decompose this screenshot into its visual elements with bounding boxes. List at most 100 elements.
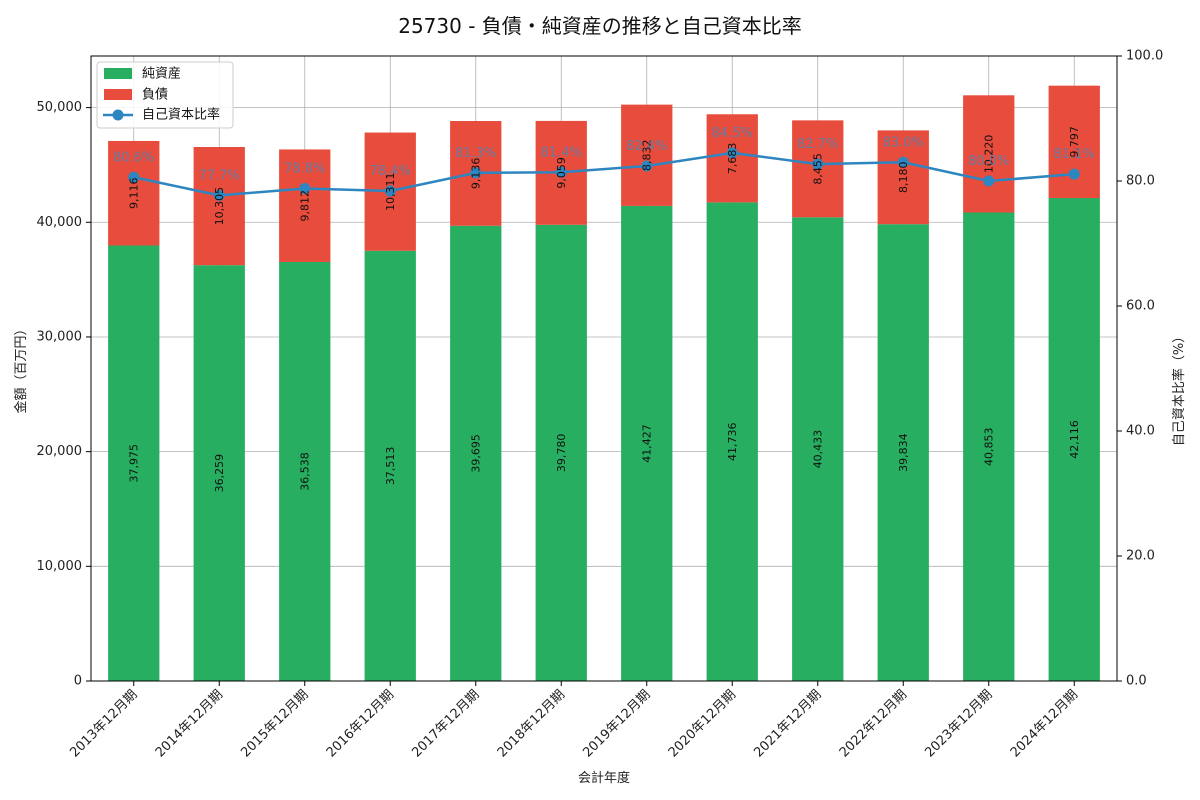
x-tick-label-1: 2014年12月期 — [153, 687, 226, 760]
ratio-point-10 — [983, 175, 995, 187]
bar-equity-6 — [621, 205, 673, 681]
ratio-point-4 — [470, 167, 482, 179]
bar-label-equity-7: 41,736 — [726, 422, 739, 461]
bar-label-liability-1: 10,305 — [213, 187, 226, 226]
legend-swatch-liability — [104, 89, 132, 100]
y-tick-label-0: 0 — [74, 674, 82, 689]
bar-label-equity-4: 39,695 — [469, 434, 482, 473]
bar-equity-7 — [706, 202, 758, 681]
bar-equity-11 — [1048, 198, 1100, 681]
ratio-label-1: 77.7% — [199, 168, 240, 183]
y2-tick-label-1: 20.0 — [1126, 549, 1155, 564]
ratio-label-9: 83.0% — [883, 135, 924, 150]
y-tick-label-2: 20,000 — [37, 444, 83, 459]
bar-label-liability-3: 10,311 — [384, 172, 397, 211]
x-tick-label-4: 2017年12月期 — [409, 687, 482, 760]
x-tick-label-0: 2013年12月期 — [67, 687, 140, 760]
ratio-point-1 — [213, 189, 225, 201]
bar-label-liability-6: 8,832 — [640, 140, 653, 172]
x-tick-label-6: 2019年12月期 — [580, 687, 653, 760]
y-axis-label: 金額（百万円） — [13, 322, 29, 413]
ratio-point-2 — [299, 183, 311, 194]
y2-tick-label-0: 0.0 — [1126, 674, 1147, 689]
y2-tick-label-5: 100.0 — [1126, 49, 1163, 64]
ratio-point-0 — [128, 171, 140, 183]
ratio-point-7 — [726, 147, 738, 159]
ratio-point-8 — [812, 158, 824, 170]
bar-equity-2 — [279, 261, 331, 681]
ratio-label-2: 78.8% — [284, 162, 325, 177]
bar-liability-0 — [108, 140, 160, 246]
ratio-point-5 — [555, 166, 567, 178]
bar-label-liability-7: 7,683 — [726, 143, 739, 175]
chart-title: 25730 - 負債・純資産の推移と自己資本比率 — [398, 14, 802, 38]
bar-label-equity-1: 36,259 — [213, 454, 226, 493]
bar-equity-0 — [108, 245, 160, 681]
y-tick-label-5: 50,000 — [37, 100, 83, 115]
ratio-point-6 — [641, 160, 653, 172]
y2-tick-label-4: 80.0 — [1126, 174, 1155, 189]
ratio-label-5: 81.4% — [541, 145, 582, 160]
bar-liability-1 — [193, 147, 245, 266]
y2-axis-label: 自己資本比率（%） — [1171, 330, 1187, 446]
x-tick-label-2: 2015年12月期 — [238, 687, 311, 760]
x-axis-label: 会計年度 — [578, 770, 630, 786]
bar-equity-8 — [792, 217, 844, 682]
ratio-label-7: 84.5% — [712, 126, 753, 141]
bar-label-liability-0: 9,116 — [127, 177, 140, 209]
y-axis-left: 0 10,000 20,000 30,000 40,000 50,000 — [37, 100, 91, 689]
plot-frame — [90, 55, 1118, 682]
bar-label-equity-10: 40,853 — [982, 428, 995, 467]
ratio-label-10: 80.0% — [968, 154, 1009, 169]
bar-label-liability-10: 10,220 — [982, 135, 995, 174]
legend-label-ratio: 自己資本比率 — [142, 107, 220, 123]
x-tick-label-3: 2016年12月期 — [324, 687, 397, 760]
ratio-point-9 — [897, 156, 909, 168]
y-tick-label-3: 30,000 — [37, 329, 83, 344]
bar-label-liability-2: 9,812 — [298, 190, 311, 222]
legend-swatch-ratio-marker — [112, 109, 124, 121]
data-labels: 37,975 9,116 36,259 10,305 36,538 9,812 37,513… — [113, 126, 1095, 492]
bar-label-liability-8: 8,455 — [811, 153, 824, 185]
ratio-line-layer — [128, 147, 1080, 201]
bar-equity-1 — [193, 265, 245, 681]
legend-swatch-equity — [104, 68, 132, 79]
bars — [108, 85, 1100, 682]
bar-label-equity-3: 37,513 — [384, 447, 397, 486]
ratio-label-0: 80.6% — [113, 150, 154, 165]
y2-tick-label-2: 40.0 — [1126, 424, 1155, 439]
ratio-label-3: 78.4% — [370, 164, 411, 179]
bar-liability-10 — [963, 95, 1015, 213]
ratio-line — [133, 151, 1075, 197]
ratio-label-6: 82.4% — [626, 139, 667, 154]
bar-equity-3 — [364, 250, 416, 681]
bar-label-liability-11: 9,797 — [1068, 126, 1081, 158]
x-tick-label-7: 2020年12月期 — [666, 687, 739, 760]
bar-label-equity-11: 42,116 — [1068, 420, 1081, 459]
ratio-point-3 — [384, 185, 396, 197]
y-tick-label-1: 10,000 — [37, 559, 83, 574]
ratio-point-11 — [1068, 168, 1080, 180]
x-axis: 2013年12月期 2014年12月期 2015年12月期 2016年12月期 2017… — [67, 681, 1081, 761]
bar-label-equity-9: 39,834 — [897, 433, 910, 472]
bar-equity-10 — [963, 212, 1015, 681]
bar-equity-5 — [535, 224, 587, 681]
x-tick-label-9: 2022年12月期 — [837, 687, 910, 760]
y-tick-label-4: 40,000 — [37, 215, 83, 230]
bar-liability-9 — [877, 130, 929, 225]
bar-liability-6 — [621, 104, 673, 206]
bar-label-liability-5: 9,059 — [555, 157, 568, 189]
bar-label-equity-5: 39,780 — [555, 434, 568, 473]
ratio-label-11: 81.1% — [1054, 147, 1095, 162]
ratio-label-8: 82.7% — [797, 137, 838, 152]
bar-liability-2 — [279, 149, 331, 262]
bar-label-equity-2: 36,538 — [298, 452, 311, 491]
x-tick-label-5: 2018年12月期 — [495, 687, 568, 760]
bar-equity-9 — [877, 224, 929, 681]
legend-label-equity: 純資産 — [142, 66, 181, 82]
ratio-label-4: 81.3% — [455, 146, 496, 161]
y2-tick-label-3: 60.0 — [1126, 299, 1155, 314]
legend-label-liability: 負債 — [142, 88, 168, 103]
